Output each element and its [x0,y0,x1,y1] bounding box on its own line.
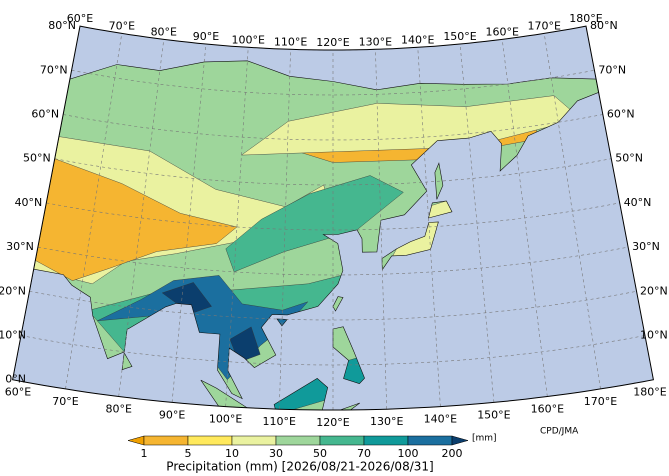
lat-label: 60°N [31,107,59,120]
lon-label: 140°E [424,413,457,426]
lon-label: 110°E [263,415,296,428]
colorbar-bin [143,435,189,446]
colorbar-extend-low [127,435,145,446]
lon-label: 80°E [151,25,177,38]
lat-label: 70°N [598,63,626,76]
lon-label: 160°E [531,403,564,416]
lon-label: 170°E [527,19,560,32]
lon-label: 180°E [633,386,666,399]
meridian [171,43,207,403]
lon-label: 120°E [316,416,349,429]
labels: 60°E 70°E 80°E 90°E 100°E 110°E 120°E 130°E 140°… [0,12,668,429]
precip-region [225,175,404,273]
colorbar-extend-high [451,435,469,446]
colorbar-tick-label: 50 [313,447,327,460]
lat-label: 10°N [640,329,668,342]
lon-label: 140°E [401,33,434,46]
colorbar-bin [319,435,365,446]
colorbar-tick-label: 5 [185,447,192,460]
legend-title: Precipitation (mm) [2026/08/21-2026/08/3… [166,460,433,474]
map [12,26,654,410]
lon-label: 120°E [316,36,349,49]
lon-label: 150°E [443,30,476,43]
lon-label: 130°E [359,35,392,48]
lon-label: 160°E [485,25,518,38]
lat-label: 50°N [23,152,51,165]
lon-label: 60°E [67,12,93,25]
lat-label: 30°N [632,240,660,253]
colorbar-bin [275,435,321,446]
colorbar-bin [363,435,409,446]
lat-label: 0°N [5,373,26,386]
lat-label: 80°N [48,19,76,32]
parallel [46,202,620,231]
lon-label: 150°E [477,408,510,421]
colorbar-tick-label: 100 [398,447,419,460]
lon-label: 100°E [232,33,265,46]
lon-label: 70°E [52,395,78,408]
lon-label: 80°E [105,403,131,416]
colorbar-tick-label: 30 [269,447,283,460]
lat-label: 80°N [590,19,618,32]
meridian [225,47,249,407]
parallel [37,246,629,276]
colorbar-bin [231,435,277,446]
colorbar-tick-label: 10 [225,447,239,460]
colorbar-tick-label: 1 [141,447,148,460]
lon-label: 130°E [370,415,403,428]
colorbar-tick-label: 70 [357,447,371,460]
precip-region [35,158,238,281]
colorbar-bin [407,435,453,446]
lon-label: 110°E [274,35,307,48]
parallel [71,69,595,96]
lat-label: 50°N [615,152,643,165]
lon-label: 70°E [109,19,135,32]
legend-unit: [mm] [472,434,497,444]
lon-label: 170°E [584,395,617,408]
lon-label: 90°E [193,30,219,43]
colorbar-tick-label: 200 [442,447,463,460]
meridian [417,47,441,407]
parallel [63,114,603,141]
lon-label: 90°E [159,408,185,421]
lat-label: 30°N [6,240,34,253]
land-base [12,60,599,410]
parallel [20,335,646,366]
lat-label: 10°N [0,329,26,342]
lon-label: 100°E [209,413,242,426]
meridian [459,43,495,403]
lat-label: 20°N [0,284,26,297]
coastline [12,60,599,410]
map-border [12,25,654,411]
lat-label: 40°N [15,196,43,209]
lat-label: 60°N [607,107,635,120]
lat-label: 70°N [40,63,68,76]
lat-label: 40°N [624,196,652,209]
colorbar: 1 5 10 30 50 70 100 200 [127,435,469,460]
lat-label: 20°N [640,284,668,297]
lon-label: 60°E [5,386,31,399]
colorbar-bin [187,435,233,446]
credit: CPD/JMA [540,427,579,437]
lon-label: 180°E [569,12,602,25]
